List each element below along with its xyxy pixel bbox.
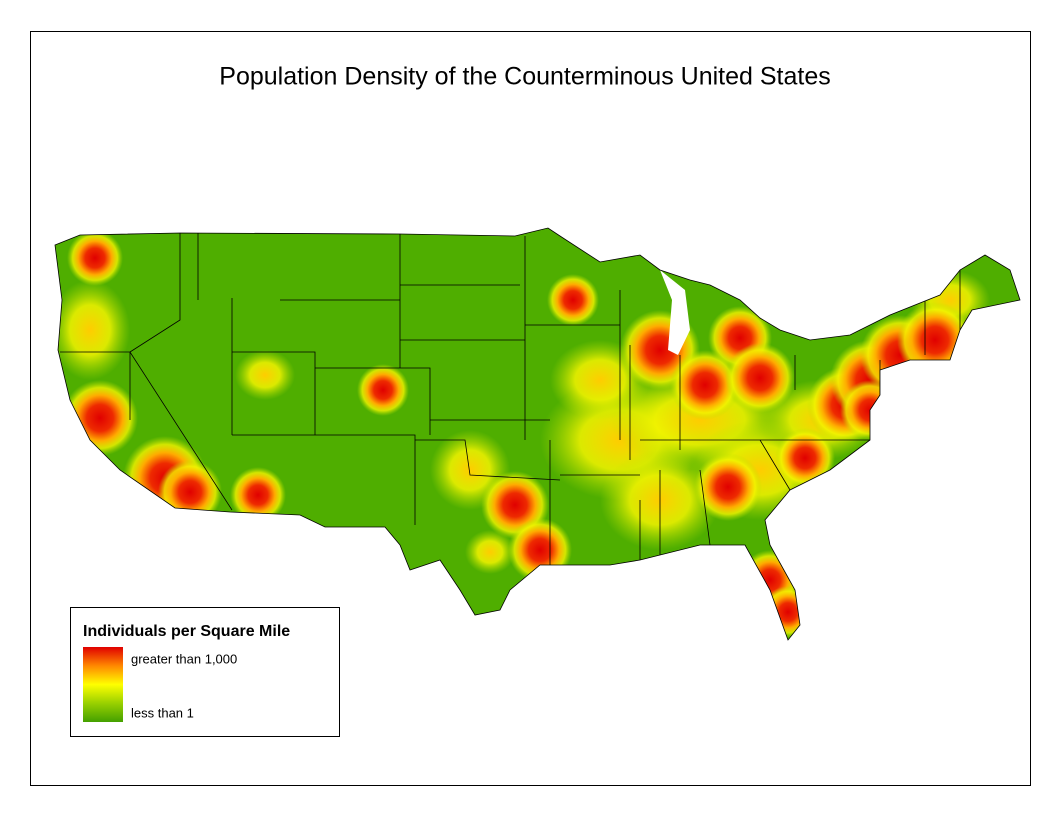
hotspots	[62, 230, 973, 638]
legend-title: Individuals per Square Mile	[83, 623, 290, 640]
legend: Individuals per Square Mile greater than…	[70, 607, 340, 737]
lake-michigan	[660, 270, 690, 355]
map-title: Population Density of the Counterminous …	[219, 63, 830, 91]
state-borders	[60, 233, 961, 565]
legend-label: less than 1	[131, 705, 194, 720]
us-outline	[54, 227, 1021, 641]
legend-label: greater than 1,000	[131, 651, 237, 666]
legend-swatch	[83, 647, 123, 722]
